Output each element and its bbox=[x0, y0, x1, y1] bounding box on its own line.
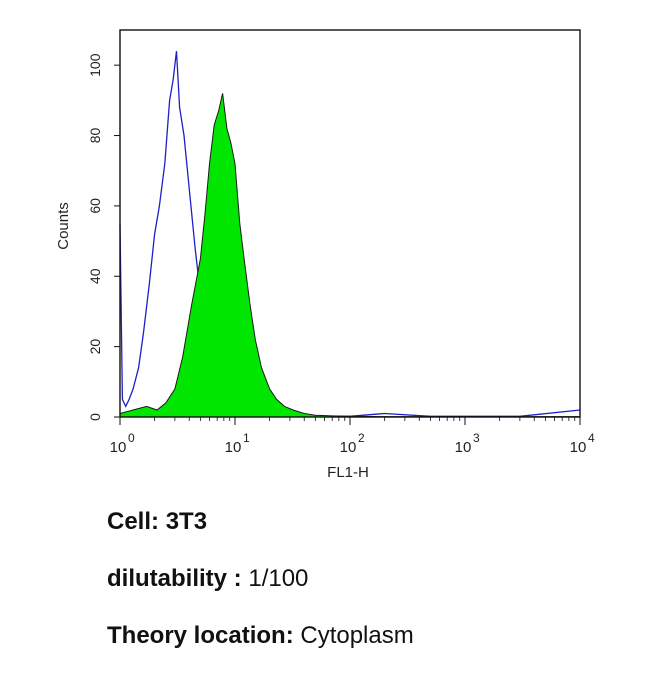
y-tick-label-2: 40 bbox=[87, 268, 103, 284]
y-tick-label-3: 60 bbox=[87, 198, 103, 214]
caption-dilution: dilutability : 1/100 bbox=[107, 565, 308, 593]
y-axis-label: Counts bbox=[55, 202, 72, 250]
x-tick-label-1: 10 bbox=[225, 439, 242, 456]
caption-cell: Cell: 3T3 bbox=[107, 508, 207, 536]
x-tick-exponent-1: 1 bbox=[243, 431, 250, 445]
caption-location: Theory location: Cytoplasm bbox=[107, 622, 414, 650]
x-axis-label: FL1-H bbox=[327, 464, 369, 481]
dilution-label: dilutability : bbox=[107, 565, 242, 592]
cell-label: Cell: bbox=[107, 508, 160, 535]
y-tick-label-5: 100 bbox=[87, 53, 103, 77]
x-tick-label-0: 10 bbox=[110, 439, 127, 456]
y-tick-label-1: 20 bbox=[87, 339, 103, 355]
y-tick-label-4: 80 bbox=[87, 128, 103, 144]
plot-area bbox=[119, 29, 581, 418]
x-tick-exponent-0: 0 bbox=[128, 431, 135, 445]
dilution-value: 1/100 bbox=[248, 565, 309, 592]
location-label: Theory location: bbox=[107, 622, 294, 649]
x-tick-label-3: 10 bbox=[455, 439, 472, 456]
location-value: Cytoplasm bbox=[300, 622, 414, 649]
cell-value: 3T3 bbox=[165, 508, 208, 535]
x-tick-exponent-3: 3 bbox=[473, 431, 480, 445]
x-tick-exponent-4: 4 bbox=[588, 431, 595, 445]
x-tick-label-4: 10 bbox=[570, 439, 587, 456]
x-tick-label-2: 10 bbox=[340, 439, 357, 456]
y-tick-label-0: 0 bbox=[87, 413, 103, 421]
x-tick-exponent-2: 2 bbox=[358, 431, 365, 445]
series-1-area bbox=[119, 93, 581, 418]
